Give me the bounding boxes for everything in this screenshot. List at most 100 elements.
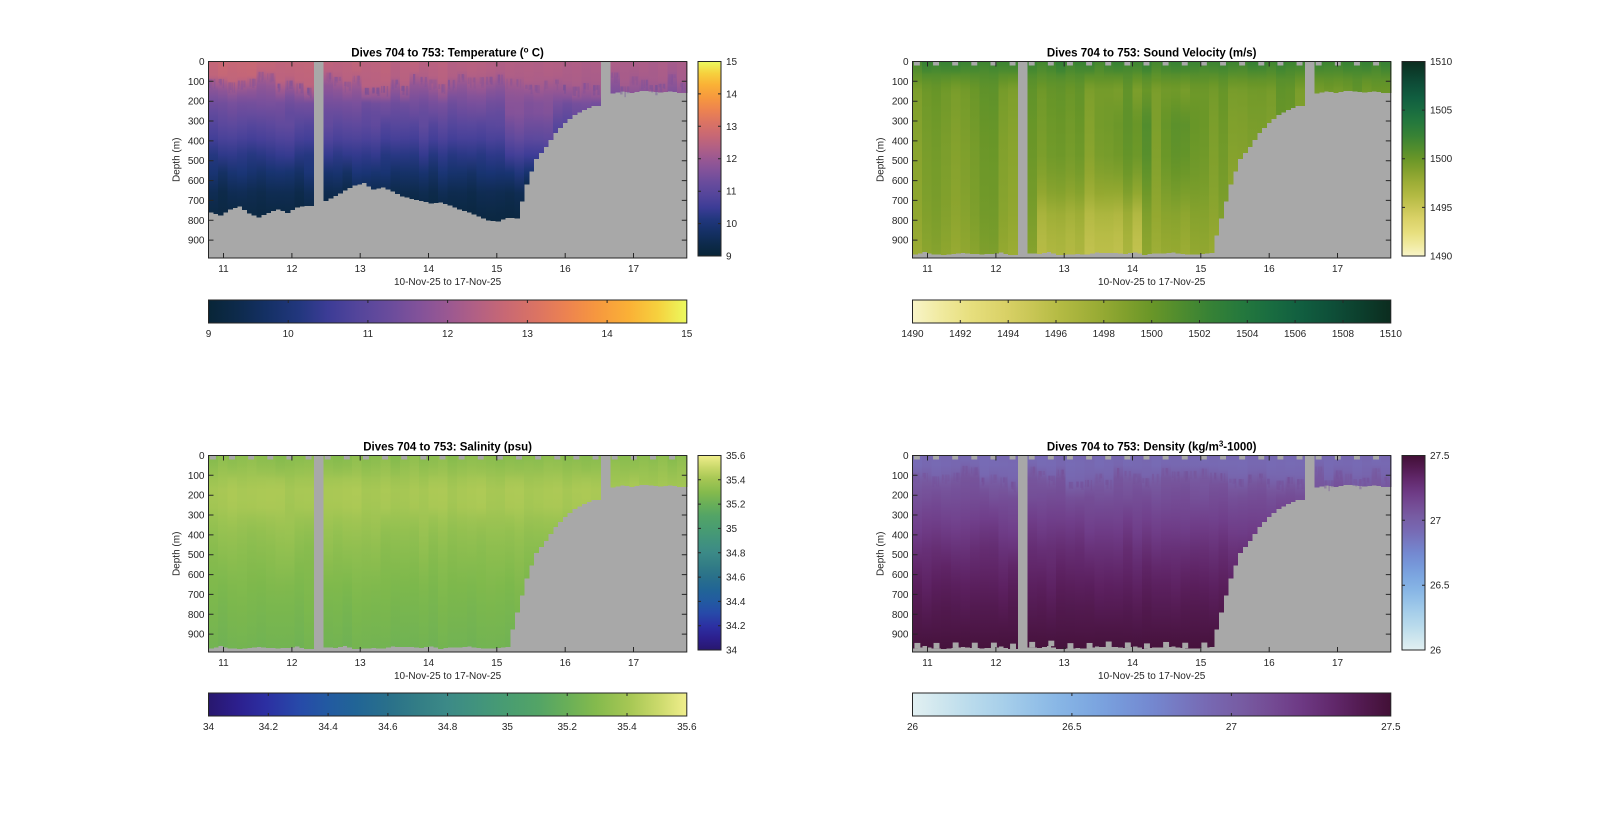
svg-text:34.2: 34.2	[726, 621, 746, 632]
svg-text:14: 14	[1127, 264, 1139, 275]
svg-text:100: 100	[188, 471, 205, 482]
svg-text:400: 400	[892, 136, 909, 147]
svg-text:10-Nov-25 to 17-Nov-25: 10-Nov-25 to 17-Nov-25	[1098, 277, 1206, 288]
svg-text:35: 35	[726, 524, 738, 535]
svg-text:Dives 704 to 753: Density (kg/: Dives 704 to 753: Density (kg/m3-1000)	[1047, 440, 1257, 454]
svg-text:27: 27	[1226, 722, 1238, 733]
svg-text:1510: 1510	[1430, 57, 1453, 68]
svg-text:35: 35	[502, 722, 514, 733]
svg-text:Depth (m): Depth (m)	[876, 138, 887, 182]
svg-text:12: 12	[990, 264, 1002, 275]
svg-text:900: 900	[188, 236, 205, 247]
svg-text:26.5: 26.5	[1430, 581, 1450, 592]
svg-text:600: 600	[892, 570, 909, 581]
svg-text:15: 15	[681, 329, 693, 340]
svg-text:0: 0	[199, 57, 205, 68]
svg-text:1510: 1510	[1380, 329, 1403, 340]
svg-text:27.5: 27.5	[1381, 722, 1401, 733]
svg-text:1495: 1495	[1430, 203, 1453, 214]
svg-text:11: 11	[218, 658, 229, 669]
svg-text:16: 16	[1264, 658, 1276, 669]
svg-text:Depth (m): Depth (m)	[172, 138, 183, 182]
svg-text:26.5: 26.5	[1062, 722, 1082, 733]
svg-text:11: 11	[218, 264, 229, 275]
svg-text:26: 26	[907, 722, 919, 733]
svg-text:900: 900	[892, 236, 909, 247]
svg-text:400: 400	[188, 530, 205, 541]
svg-text:16: 16	[560, 658, 572, 669]
svg-text:0: 0	[199, 451, 205, 462]
svg-text:11: 11	[363, 329, 374, 340]
svg-text:600: 600	[188, 176, 205, 187]
svg-text:1496: 1496	[1045, 329, 1068, 340]
svg-text:15: 15	[1195, 658, 1207, 669]
svg-text:11: 11	[922, 658, 933, 669]
svg-text:500: 500	[892, 156, 909, 167]
svg-text:34.8: 34.8	[726, 548, 746, 559]
svg-text:17: 17	[1332, 264, 1344, 275]
svg-text:1504: 1504	[1236, 329, 1259, 340]
svg-text:1505: 1505	[1430, 106, 1453, 117]
svg-text:35.4: 35.4	[726, 475, 746, 486]
svg-text:27: 27	[1430, 516, 1442, 527]
svg-text:17: 17	[628, 264, 640, 275]
svg-text:12: 12	[726, 154, 738, 165]
svg-text:Depth (m): Depth (m)	[876, 532, 887, 576]
svg-text:200: 200	[188, 97, 205, 108]
svg-text:13: 13	[1059, 658, 1071, 669]
svg-text:1494: 1494	[997, 329, 1020, 340]
svg-text:1502: 1502	[1188, 329, 1211, 340]
svg-text:15: 15	[491, 264, 503, 275]
svg-text:12: 12	[990, 658, 1002, 669]
svg-text:500: 500	[188, 550, 205, 561]
svg-text:10-Nov-25 to 17-Nov-25: 10-Nov-25 to 17-Nov-25	[394, 671, 502, 682]
svg-text:35.6: 35.6	[677, 722, 697, 733]
svg-text:10: 10	[283, 329, 295, 340]
svg-text:9: 9	[726, 252, 732, 263]
svg-text:14: 14	[423, 658, 435, 669]
svg-text:34.6: 34.6	[378, 722, 398, 733]
svg-text:700: 700	[188, 196, 205, 207]
svg-text:35.2: 35.2	[726, 500, 746, 511]
svg-text:13: 13	[522, 329, 534, 340]
svg-text:1500: 1500	[1141, 329, 1164, 340]
svg-text:1498: 1498	[1093, 329, 1116, 340]
svg-text:100: 100	[188, 77, 205, 88]
svg-text:16: 16	[560, 264, 572, 275]
svg-text:900: 900	[188, 630, 205, 641]
svg-text:700: 700	[892, 590, 909, 601]
svg-text:100: 100	[892, 471, 909, 482]
svg-text:14: 14	[1127, 658, 1139, 669]
svg-text:10-Nov-25 to 17-Nov-25: 10-Nov-25 to 17-Nov-25	[394, 277, 502, 288]
svg-text:34: 34	[203, 722, 215, 733]
svg-text:10: 10	[726, 219, 738, 230]
svg-text:13: 13	[355, 264, 367, 275]
svg-text:100: 100	[892, 77, 909, 88]
svg-text:16: 16	[1264, 264, 1276, 275]
svg-text:17: 17	[1332, 658, 1344, 669]
svg-text:300: 300	[188, 117, 205, 128]
svg-text:1500: 1500	[1430, 154, 1453, 165]
svg-text:12: 12	[286, 264, 298, 275]
svg-text:300: 300	[188, 511, 205, 522]
svg-text:10-Nov-25 to 17-Nov-25: 10-Nov-25 to 17-Nov-25	[1098, 671, 1206, 682]
svg-text:34: 34	[726, 646, 738, 657]
svg-text:600: 600	[892, 176, 909, 187]
svg-text:800: 800	[188, 216, 205, 227]
svg-text:17: 17	[628, 658, 640, 669]
svg-text:9: 9	[206, 329, 212, 340]
svg-text:Depth (m): Depth (m)	[172, 532, 183, 576]
svg-text:35.6: 35.6	[726, 451, 746, 462]
svg-text:11: 11	[726, 187, 737, 198]
svg-text:12: 12	[442, 329, 454, 340]
svg-text:500: 500	[188, 156, 205, 167]
svg-text:34.2: 34.2	[259, 722, 279, 733]
svg-text:800: 800	[892, 216, 909, 227]
svg-text:600: 600	[188, 570, 205, 581]
svg-text:13: 13	[1059, 264, 1071, 275]
svg-text:1506: 1506	[1284, 329, 1307, 340]
svg-text:27.5: 27.5	[1430, 451, 1450, 462]
svg-text:15: 15	[491, 658, 503, 669]
svg-text:1490: 1490	[901, 329, 924, 340]
svg-text:14: 14	[726, 89, 738, 100]
